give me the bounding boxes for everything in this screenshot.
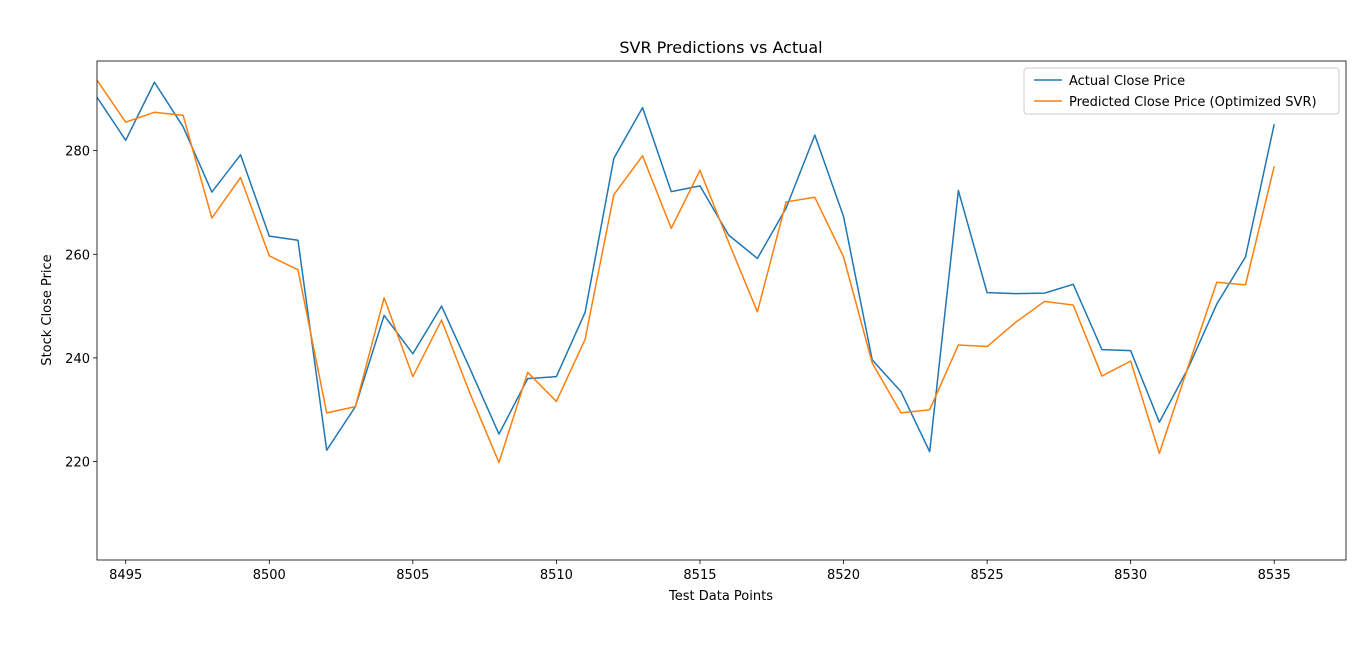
chart-title: SVR Predictions vs Actual [619,38,822,57]
x-tick-label: 8515 [683,568,716,583]
legend-label-2: Predicted Close Price (Optimized SVR) [1069,95,1317,110]
y-tick-label: 260 [65,248,90,263]
x-tick-label: 8500 [253,568,286,583]
x-tick-label: 8530 [1114,568,1147,583]
plot-area: 8495 8500 8505 8510 8515 8520 8525 8530 8535 220 2… [65,60,1347,583]
legend: Actual Close Price Predicted Close Price … [1023,67,1340,115]
series-line-1 [97,81,1275,453]
x-axis-label: Test Data Points [668,589,773,604]
legend-label-1: Actual Close Price [1069,74,1185,89]
y-axis-label: Stock Close Price [40,254,55,365]
y-tick-label: 280 [65,145,90,160]
axes-frame [96,60,1347,561]
x-tick-label: 8510 [540,568,573,583]
x-tick-label: 8520 [827,568,860,583]
x-tick-label: 8525 [971,568,1004,583]
y-tick-label: 240 [65,352,90,367]
legend-box [1023,67,1340,115]
series-line-2 [97,79,1275,464]
x-tick-label: 8535 [1258,568,1291,583]
x-tick-label: 8505 [396,568,429,583]
x-tick-label: 8495 [109,568,142,583]
y-tick-label: 220 [65,456,90,471]
